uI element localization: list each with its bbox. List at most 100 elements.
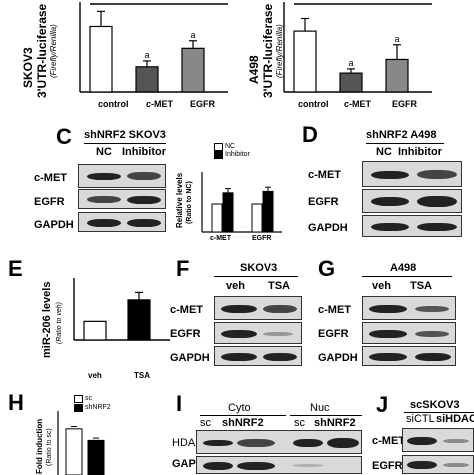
band xyxy=(371,197,409,206)
panel-e-cat-0: veh xyxy=(88,371,102,380)
panel-a-cat-2: EGFR xyxy=(190,99,216,109)
panel-c-chart xyxy=(201,172,282,233)
band xyxy=(263,353,297,361)
panel-c-title-underline xyxy=(84,143,166,144)
band xyxy=(371,223,409,231)
bar xyxy=(251,203,263,233)
bar xyxy=(89,25,113,93)
band xyxy=(369,330,407,338)
panel-i-lane-2: sc xyxy=(294,417,305,429)
band xyxy=(293,439,323,447)
panel-f-lane-0: veh xyxy=(226,280,245,292)
panel-c-blot-gapdh xyxy=(78,212,166,232)
panel-b-chart: aa xyxy=(283,2,432,93)
band xyxy=(221,330,257,338)
panel-e-letter: E xyxy=(8,256,23,281)
panel-b-cat-2: EGFR xyxy=(392,99,418,109)
panel-d-blot-egfr xyxy=(362,189,462,213)
panel-h-legend-swatch-shnrf2 xyxy=(74,404,83,412)
panel-g-letter: G xyxy=(318,256,336,281)
panel-d-row-0: c-MET xyxy=(308,169,341,181)
panel-b: A498 3'UTR-luciferase (Firefly/Renilla) … xyxy=(240,0,474,120)
panel-i-letter: I xyxy=(176,391,183,416)
panel-g-lane-0: veh xyxy=(372,280,391,292)
band xyxy=(221,353,257,361)
band xyxy=(443,463,469,467)
panel-c-legend-inhibitor: Inhibitor xyxy=(225,151,250,158)
panel-i-group-0-underline xyxy=(200,415,286,416)
panel-g-row-2: GAPDH xyxy=(318,352,358,364)
panel-j-title-underline xyxy=(404,412,474,413)
panel-h-ylabel: Fold induction xyxy=(35,418,44,474)
panel-d-row-2: GAPDH xyxy=(308,222,348,234)
panel-f-row-0: c-MET xyxy=(170,304,203,316)
panel-f-letter: F xyxy=(176,256,190,281)
bar xyxy=(385,58,409,93)
bar xyxy=(65,428,83,475)
panel-d-blot-cmet xyxy=(362,161,462,187)
panel-h-legend-shnrf2: shNRF2 xyxy=(85,404,111,411)
band xyxy=(87,196,121,203)
band xyxy=(87,219,121,227)
panel-c-chart-cat-0: c-MET xyxy=(210,235,231,242)
panel-d-letter: D xyxy=(302,122,318,147)
panel-i-group-1: Nuc xyxy=(310,402,330,414)
panel-j-row-1: EGFR xyxy=(372,460,403,472)
bar xyxy=(339,72,363,93)
band xyxy=(415,331,449,337)
panel-d-blot-gapdh xyxy=(362,215,462,237)
panel-b-cat-0: control xyxy=(298,99,329,109)
panel-a-chart: aa xyxy=(79,2,228,93)
panel-b-cat-1: c-MET xyxy=(344,99,371,109)
panel-g-title-underline xyxy=(362,276,452,277)
panel-i-lane-3: shNRF2 xyxy=(314,417,356,429)
panel-f-title-underline xyxy=(214,276,298,277)
panel-f-row-2: GAPDH xyxy=(170,352,210,364)
band xyxy=(417,223,457,231)
panel-e-chart xyxy=(73,278,170,341)
bar xyxy=(127,299,151,341)
panel-c-blot-egfr xyxy=(78,189,166,209)
band xyxy=(369,353,407,361)
bar xyxy=(211,203,223,233)
band xyxy=(443,439,469,443)
panel-j-blot-egfr xyxy=(402,455,474,474)
panel-c-row-1: EGFR xyxy=(34,196,65,208)
significance-label: a xyxy=(144,50,149,60)
band xyxy=(127,196,161,204)
panel-j-title: scSKOV3 xyxy=(410,399,460,411)
band xyxy=(417,170,457,179)
bar xyxy=(222,192,234,233)
panel-g-title: A498 xyxy=(390,262,417,274)
panel-j-lane-0: siCTL xyxy=(406,413,435,425)
band xyxy=(263,332,293,336)
panel-d-lane-1: Inhibitor xyxy=(398,146,442,158)
band xyxy=(407,461,437,469)
panel-i-group-1-underline xyxy=(290,415,362,416)
bar xyxy=(181,47,205,93)
band xyxy=(87,173,121,180)
panel-h-legend-swatch-sc xyxy=(74,395,83,403)
band xyxy=(263,305,297,313)
panel-d-title-underline xyxy=(366,143,444,144)
panel-h-chart xyxy=(57,411,105,475)
panel-c-letter: C xyxy=(56,124,72,149)
band xyxy=(369,305,407,313)
panel-i-lane-0: sc xyxy=(200,417,211,429)
band xyxy=(221,305,257,313)
panel-f-title: SKOV3 xyxy=(240,262,278,274)
panel-f-blot-cmet xyxy=(214,296,302,320)
band xyxy=(127,172,161,180)
panel-g-row-1: EGFR xyxy=(318,328,349,340)
panel-j-letter: J xyxy=(376,392,389,417)
panel-a-cat-1: c-MET xyxy=(146,99,173,109)
panel-g-row-0: c-MET xyxy=(318,304,351,316)
panel-c-lane-1: Inhibitor xyxy=(122,146,166,158)
band xyxy=(417,196,457,207)
band xyxy=(203,462,233,470)
panel-c-title: shNRF2 SKOV3 xyxy=(84,129,166,141)
bar xyxy=(135,66,159,93)
panel-c-chart-ylabel: Relative levels xyxy=(175,172,184,228)
panel-a-cat-0: control xyxy=(98,99,129,109)
panel-f-blot-egfr xyxy=(214,322,302,344)
